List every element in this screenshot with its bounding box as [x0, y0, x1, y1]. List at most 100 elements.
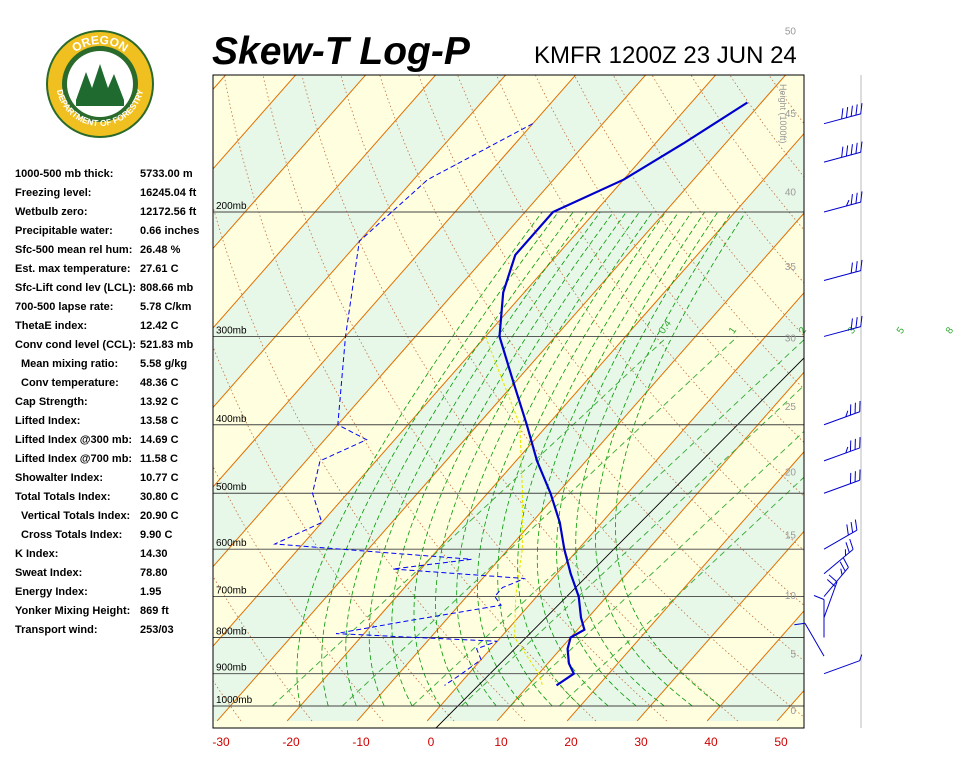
stat-label: Freezing level: — [15, 187, 92, 199]
dry-adiabat — [340, 75, 804, 718]
stat-value: 0.66 inches — [140, 225, 200, 237]
stat-value: 12172.56 ft — [140, 206, 197, 218]
dry-adiabat — [262, 75, 668, 722]
dry-adiabat — [418, 75, 804, 606]
stat-label: Wetbulb zero: — [15, 206, 88, 218]
height-tick-label: 20 — [785, 467, 797, 478]
stat-row: Cross Totals Index: 9.90 C — [15, 529, 215, 548]
dry-adiabat — [213, 679, 242, 722]
pressure-label: 800mb — [216, 627, 247, 638]
moist-adiabat — [556, 211, 706, 707]
x-tick-label: -30 — [212, 735, 230, 749]
isotherm-band — [847, 0, 960, 721]
stat-label: Vertical Totals Index: — [21, 510, 131, 522]
pressure-label: 1000mb — [216, 695, 253, 706]
wind-barb — [823, 469, 861, 494]
isotherm-line — [213, 75, 297, 170]
mixing-ratio-line — [510, 430, 804, 707]
stat-value: 48.36 C — [140, 377, 179, 389]
stat-row: Yonker Mixing Height: 869 ft — [15, 605, 215, 624]
mixing-ratio-label: 1 — [727, 325, 739, 336]
x-tick-label: 20 — [564, 735, 578, 749]
moist-adiabat — [517, 211, 679, 707]
stat-row: Sfc-Lift cond lev (LCL): 808.66 mb — [15, 282, 215, 301]
pressure-label: 900mb — [216, 663, 247, 674]
isotherm-line — [496, 371, 804, 722]
stat-label: Conv temperature: — [21, 377, 119, 389]
wind-barb-shaft — [823, 548, 854, 575]
wind-barb-flag — [854, 519, 858, 531]
stat-row: Showalter Index: 10.77 C — [15, 472, 215, 491]
wind-barb — [823, 654, 863, 675]
stat-value: 26.48 % — [140, 244, 181, 256]
x-tick-label: 50 — [774, 735, 788, 749]
stat-label: Mean mixing ratio: — [21, 358, 119, 370]
temperature-trace — [498, 101, 748, 687]
stat-row: Vertical Totals Index: 20.90 C — [15, 510, 215, 529]
wind-barb-shaft — [823, 113, 861, 125]
stat-label: Transport wind: — [15, 624, 98, 636]
stat-row: Precipitable water: 0.66 inches — [15, 225, 215, 244]
wind-barb — [823, 400, 861, 426]
height-tick-label: 35 — [785, 262, 797, 273]
wind-barb — [823, 519, 858, 550]
wind-barb-flag — [846, 524, 849, 536]
dry-adiabat — [793, 0, 960, 721]
wind-barb-flag — [842, 557, 849, 568]
wind-barb — [823, 574, 838, 618]
stat-value: 78.80 — [140, 567, 168, 579]
stat-label: Lifted Index @300 mb: — [15, 434, 133, 446]
wind-barb-shaft — [823, 411, 860, 426]
wind-barb-flag — [855, 142, 858, 154]
reference-line — [435, 357, 804, 728]
height-tick-label: 45 — [785, 109, 797, 120]
dry-adiabat — [213, 205, 526, 722]
wind-barb — [823, 103, 863, 125]
station-time-label: KMFR 1200Z 23 JUN 24 — [534, 42, 797, 69]
wind-barb-shaft — [823, 270, 861, 281]
stat-label: Yonker Mixing Height: — [15, 605, 131, 617]
height-tick-label: 0 — [790, 706, 796, 717]
wind-barb-flag — [849, 538, 854, 550]
isotherm-band — [213, 75, 786, 721]
isotherm-line — [636, 530, 804, 722]
stat-label: Sfc-Lift cond lev (LCL): — [15, 282, 136, 294]
wind-barb-flag — [845, 446, 849, 454]
stat-value: 9.90 C — [140, 529, 173, 541]
wind-barb-flag — [828, 574, 838, 583]
stat-row: Lifted Index @700 mb: 11.58 C — [15, 453, 215, 472]
stat-row: Transport wind: 253/03 — [15, 624, 215, 643]
stat-value: 14.69 C — [140, 434, 179, 446]
isotherm-line — [213, 75, 507, 409]
isotherm-line — [213, 75, 367, 250]
stat-label: Sweat Index: — [15, 567, 83, 579]
isotherm-line — [426, 291, 804, 722]
wind-barb — [813, 595, 825, 638]
isotherm-line — [776, 689, 804, 722]
height-tick-label: 25 — [785, 402, 797, 413]
wind-barb — [823, 141, 863, 163]
moist-adiabat — [456, 211, 640, 707]
wind-barb-flag — [813, 595, 825, 600]
pressure-label: 600mb — [216, 538, 247, 549]
dry-adiabat — [830, 0, 960, 721]
stat-label: 700-500 lapse rate: — [15, 301, 114, 313]
dry-adiabat — [379, 75, 804, 662]
stat-label: 1000-500 mb thick: — [15, 168, 114, 180]
isotherm-line — [213, 75, 437, 329]
stat-value: 5.78 C/km — [140, 301, 192, 313]
isotherm-line — [213, 75, 717, 647]
wind-barb-flag — [855, 261, 858, 272]
stat-value: 27.61 C — [140, 263, 179, 275]
mixing-ratio-line — [559, 476, 804, 707]
wind-barb — [823, 259, 863, 281]
wind-barb-flag — [845, 410, 849, 417]
mixing-ratio-label: 5 — [895, 325, 907, 336]
isotherm-line — [213, 75, 647, 568]
stat-row: Total Totals Index: 30.80 C — [15, 491, 215, 510]
stat-row: K Index: 14.30 — [15, 548, 215, 567]
stat-label: Cross Totals Index: — [21, 529, 123, 541]
stat-value: 869 ft — [140, 605, 169, 617]
stat-value: 5.58 g/kg — [140, 358, 188, 370]
